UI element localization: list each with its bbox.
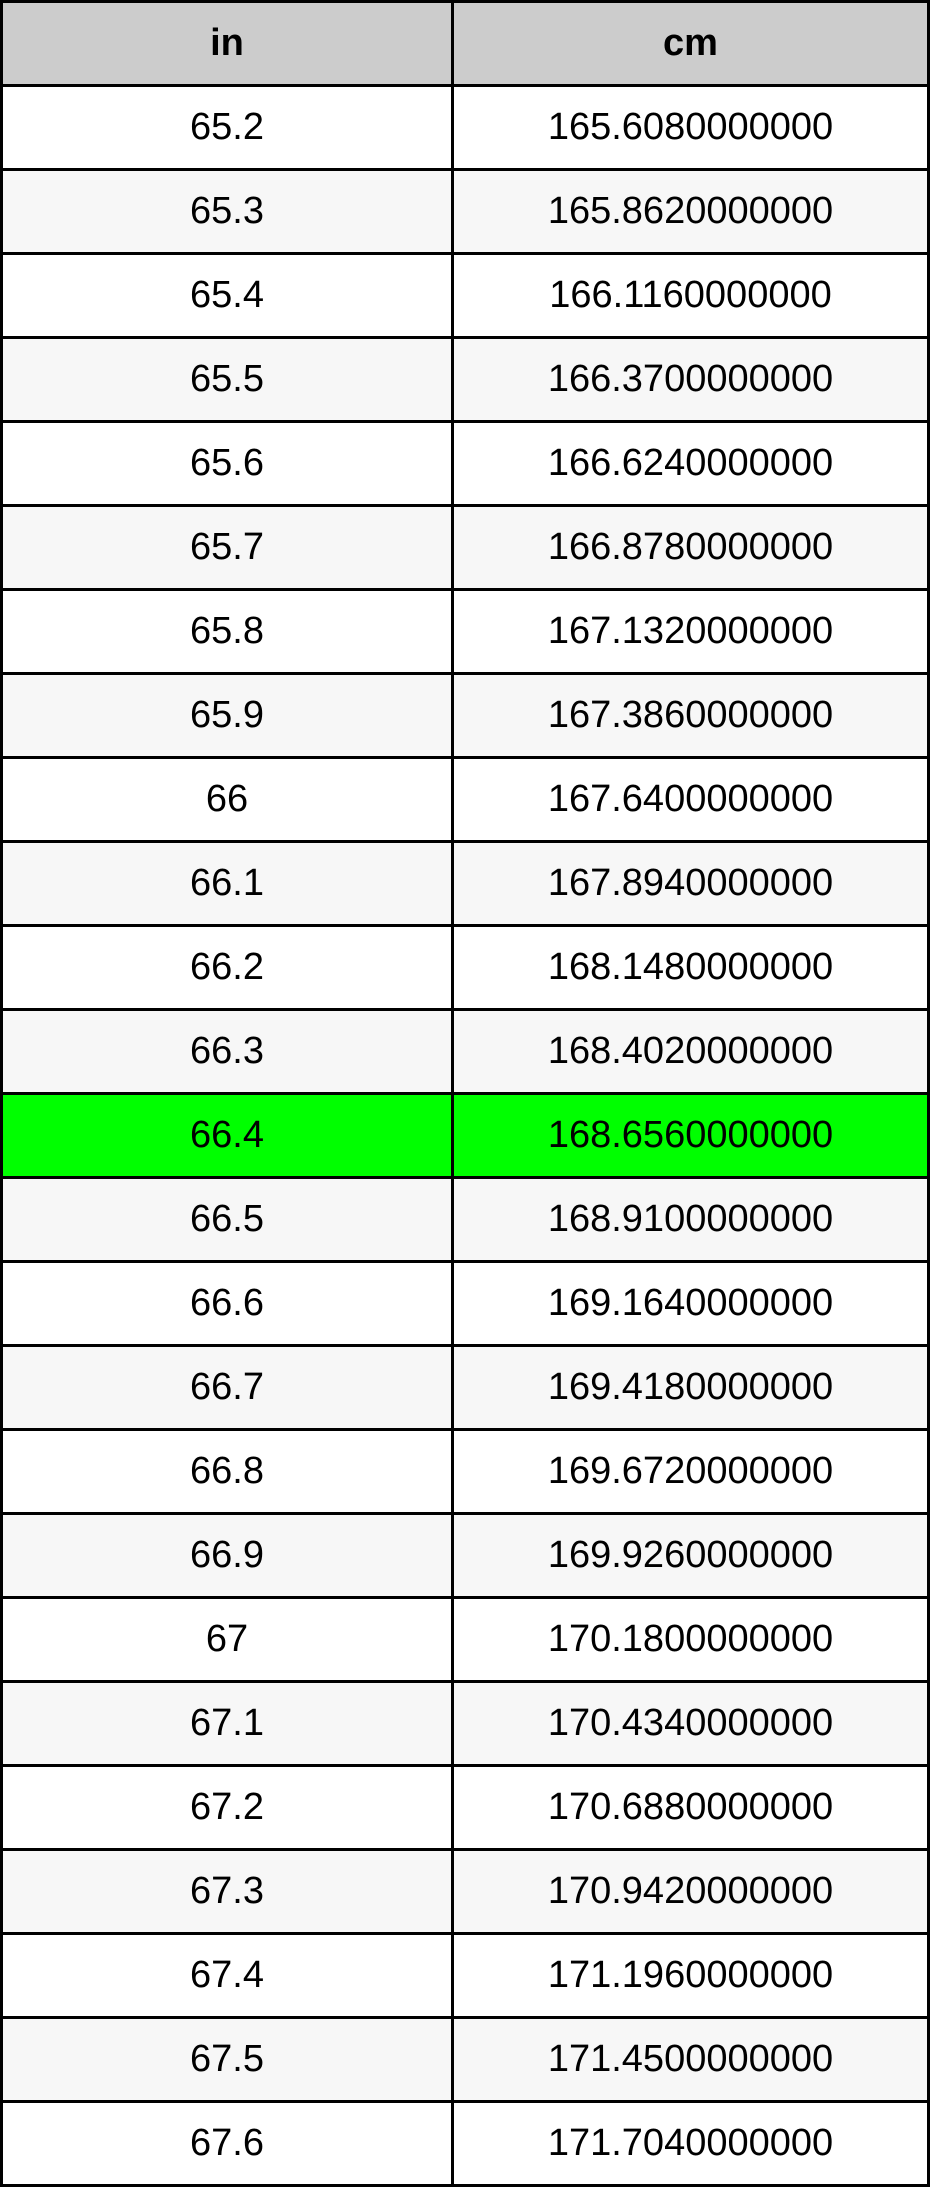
cell-in: 65.2: [0, 84, 454, 171]
cell-in: 65.9: [0, 672, 454, 759]
cell-in: 65.7: [0, 504, 454, 591]
cell-in: 66.6: [0, 1260, 454, 1347]
cell-cm: 169.1640000000: [451, 1260, 930, 1347]
cell-cm: 166.3700000000: [451, 336, 930, 423]
cell-cm: 168.4020000000: [451, 1008, 930, 1095]
cell-in: 65.4: [0, 252, 454, 339]
table-row: 65.5 166.3700000000: [0, 336, 930, 423]
cell-cm: 169.4180000000: [451, 1344, 930, 1431]
header-cm: cm: [451, 0, 930, 87]
table-row: 65.9 167.3860000000: [0, 672, 930, 759]
cell-in: 67.6: [0, 2100, 454, 2187]
table-row: 67.5 171.4500000000: [0, 2016, 930, 2103]
cell-in: 66.3: [0, 1008, 454, 1095]
cell-in: 66.7: [0, 1344, 454, 1431]
table-row: 67.6 171.7040000000: [0, 2100, 930, 2187]
cell-cm: 167.1320000000: [451, 588, 930, 675]
cell-cm: 166.8780000000: [451, 504, 930, 591]
table-row: 66.1 167.8940000000: [0, 840, 930, 927]
cell-cm: 168.6560000000: [451, 1092, 930, 1179]
cell-cm: 170.6880000000: [451, 1764, 930, 1851]
header-row: in cm: [0, 0, 930, 87]
cell-cm: 169.9260000000: [451, 1512, 930, 1599]
table-row: 66.5 168.9100000000: [0, 1176, 930, 1263]
cell-cm: 167.6400000000: [451, 756, 930, 843]
table-row: 66 167.6400000000: [0, 756, 930, 843]
cell-in: 67.1: [0, 1680, 454, 1767]
cell-cm: 167.8940000000: [451, 840, 930, 927]
cell-cm: 168.9100000000: [451, 1176, 930, 1263]
cell-cm: 171.4500000000: [451, 2016, 930, 2103]
cell-in: 66.8: [0, 1428, 454, 1515]
cell-cm: 167.3860000000: [451, 672, 930, 759]
cell-in: 65.8: [0, 588, 454, 675]
table-row: 67.4 171.1960000000: [0, 1932, 930, 2019]
cell-cm: 165.8620000000: [451, 168, 930, 255]
cell-in: 67: [0, 1596, 454, 1683]
cell-in: 65.3: [0, 168, 454, 255]
cell-cm: 166.6240000000: [451, 420, 930, 507]
cell-in: 67.5: [0, 2016, 454, 2103]
cell-in: 66.9: [0, 1512, 454, 1599]
cell-cm: 168.1480000000: [451, 924, 930, 1011]
table-row: 66.6 169.1640000000: [0, 1260, 930, 1347]
cell-in: 67.2: [0, 1764, 454, 1851]
table-row: 66.2 168.1480000000: [0, 924, 930, 1011]
cell-cm: 165.6080000000: [451, 84, 930, 171]
table-row: 66.7 169.4180000000: [0, 1344, 930, 1431]
cell-in: 65.6: [0, 420, 454, 507]
table-row: 67 170.1800000000: [0, 1596, 930, 1683]
table-row: 67.3 170.9420000000: [0, 1848, 930, 1935]
table-row-highlighted: 66.4 168.6560000000: [0, 1092, 930, 1179]
table-row: 65.3 165.8620000000: [0, 168, 930, 255]
cell-cm: 170.1800000000: [451, 1596, 930, 1683]
table-row: 65.7 166.8780000000: [0, 504, 930, 591]
table-row: 66.3 168.4020000000: [0, 1008, 930, 1095]
table-row: 67.2 170.6880000000: [0, 1764, 930, 1851]
header-in: in: [0, 0, 454, 87]
table-row: 66.9 169.9260000000: [0, 1512, 930, 1599]
table-row: 66.8 169.6720000000: [0, 1428, 930, 1515]
cell-in: 66.5: [0, 1176, 454, 1263]
cell-in: 66: [0, 756, 454, 843]
table-row: 65.4 166.1160000000: [0, 252, 930, 339]
table-row: 65.8 167.1320000000: [0, 588, 930, 675]
cell-cm: 170.9420000000: [451, 1848, 930, 1935]
cell-cm: 166.1160000000: [451, 252, 930, 339]
cell-cm: 171.1960000000: [451, 1932, 930, 2019]
cell-cm: 169.6720000000: [451, 1428, 930, 1515]
table-row: 65.2 165.6080000000: [0, 84, 930, 171]
cell-in: 66.4: [0, 1092, 454, 1179]
cell-cm: 171.7040000000: [451, 2100, 930, 2187]
table-row: 65.6 166.6240000000: [0, 420, 930, 507]
cell-cm: 170.4340000000: [451, 1680, 930, 1767]
cell-in: 66.2: [0, 924, 454, 1011]
table-row: 67.1 170.4340000000: [0, 1680, 930, 1767]
cell-in: 67.4: [0, 1932, 454, 2019]
cell-in: 65.5: [0, 336, 454, 423]
cell-in: 66.1: [0, 840, 454, 927]
cell-in: 67.3: [0, 1848, 454, 1935]
